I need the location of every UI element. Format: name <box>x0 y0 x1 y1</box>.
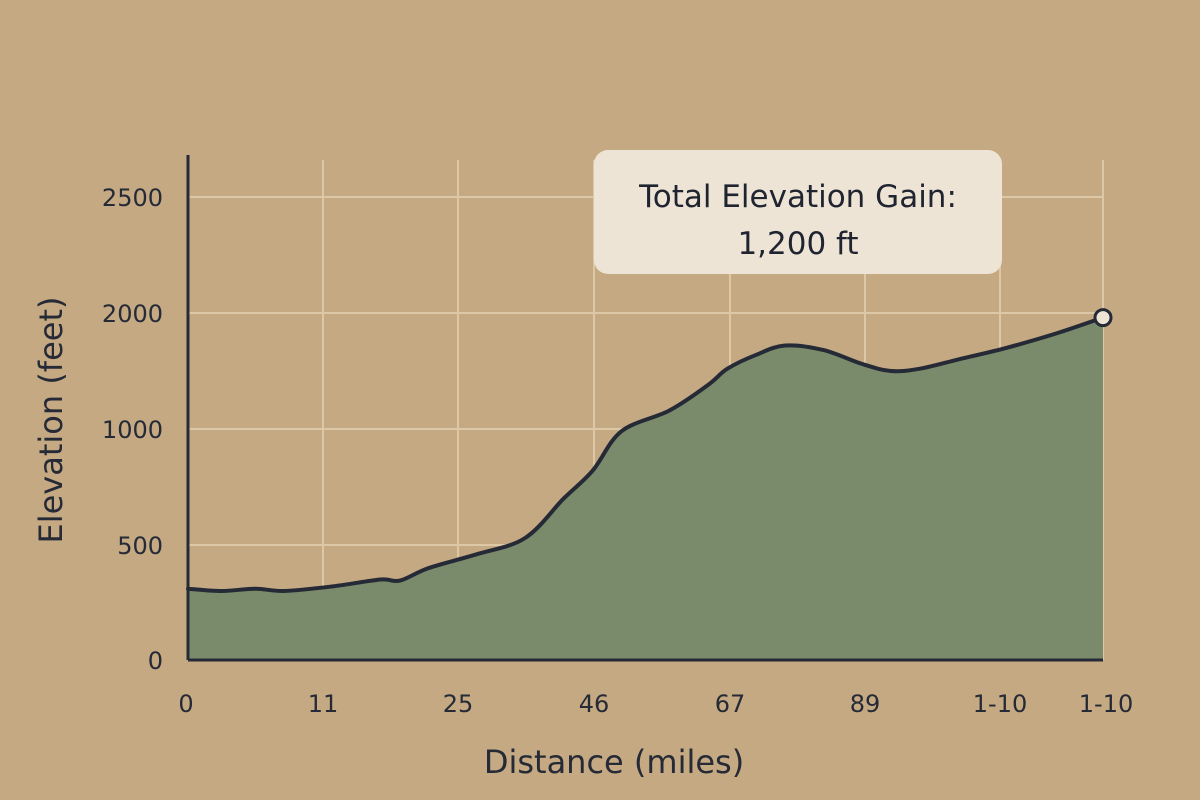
x-tick-label-6: 1-10 <box>973 690 1027 718</box>
callout-line-1: Total Elevation Gain: <box>638 179 957 215</box>
x-tick-label-0: 0 <box>178 690 193 718</box>
elevation-line <box>186 315 1105 594</box>
y-tick-label-0: 0 <box>148 647 163 675</box>
y-tick-label-2000: 2000 <box>102 300 163 328</box>
x-tick-label-3: 46 <box>579 690 610 718</box>
y-tick-label-2500: 2500 <box>102 184 163 212</box>
x-tick-label-7: 1-10 <box>1079 690 1133 718</box>
x-tick-label-4: 67 <box>715 690 746 718</box>
elevation-area <box>188 317 1103 660</box>
y-tick-label-1000: 1000 <box>102 416 163 444</box>
y-tick-labels: 0 500 1000 2000 2500 <box>102 184 163 675</box>
x-tick-labels: 0 11 25 46 67 89 1-10 1-10 <box>178 690 1133 718</box>
y-axis-title: Elevation (feet) <box>32 297 70 544</box>
x-tick-label-1: 11 <box>308 690 339 718</box>
callout-line-2: 1,200 ft <box>737 226 858 262</box>
y-tick-label-500: 500 <box>117 532 163 560</box>
x-tick-label-5: 89 <box>850 690 881 718</box>
x-tick-label-2: 25 <box>443 690 474 718</box>
end-point-marker <box>1093 308 1113 328</box>
callout-box <box>594 150 1002 274</box>
elevation-gain-callout: Total Elevation Gain: 1,200 ft <box>594 150 1002 274</box>
axes <box>186 155 1103 662</box>
x-axis-title: Distance (miles) <box>484 743 744 781</box>
